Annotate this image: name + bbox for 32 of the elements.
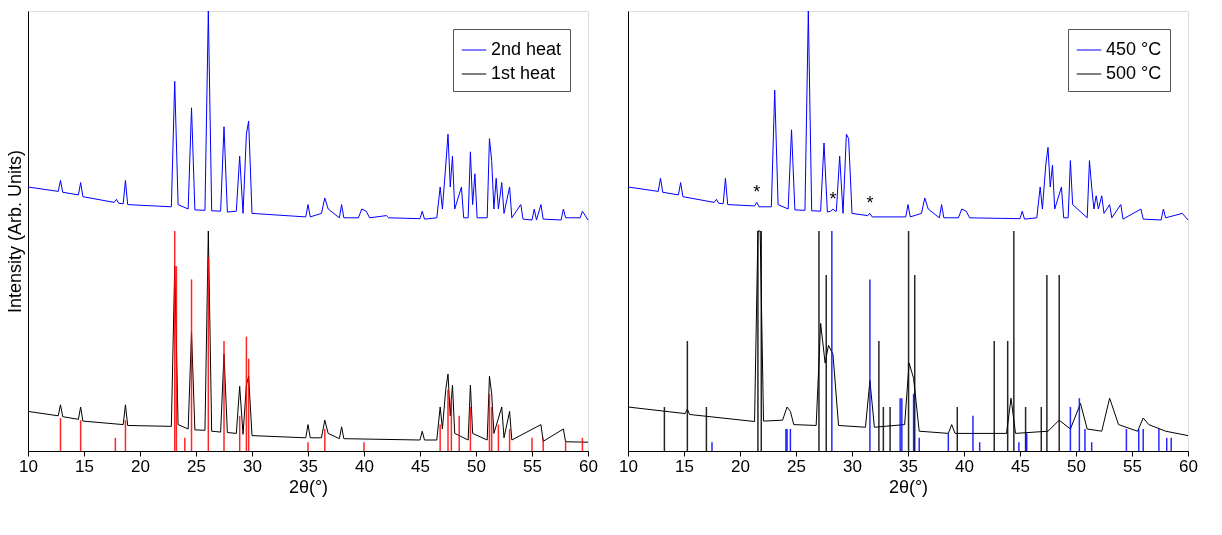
x-tick-label: 50 <box>1067 456 1086 476</box>
x-tick-label: 25 <box>187 456 206 476</box>
x-axis-title: 2θ(°) <box>288 476 329 497</box>
x-tick-label: 25 <box>787 456 806 476</box>
annotation: * <box>753 182 761 203</box>
x-tick-label: 15 <box>75 456 94 476</box>
x-tick-label: 55 <box>1123 456 1142 476</box>
x-tick-label: 60 <box>579 456 598 476</box>
annotation: * <box>866 193 874 214</box>
legend-label: 2nd heat <box>491 39 562 59</box>
x-tick-label: 15 <box>675 456 694 476</box>
x-tick-label: 35 <box>899 456 918 476</box>
legend-label: 450 °C <box>1106 39 1162 59</box>
legend-label: 500 °C <box>1106 63 1162 83</box>
x-tick-label: 35 <box>299 456 318 476</box>
legend-label: 1st heat <box>491 63 556 83</box>
x-tick-label: 40 <box>955 456 974 476</box>
x-tick-label: 40 <box>355 456 374 476</box>
x-tick-label: 20 <box>131 456 150 476</box>
x-tick-label: 45 <box>411 456 430 476</box>
x-tick-label: 55 <box>523 456 542 476</box>
x-tick-label: 60 <box>1179 456 1198 476</box>
y-axis-title: Intensity (Arb. Units) <box>4 149 25 314</box>
x-tick-label: 50 <box>467 456 486 476</box>
x-tick-label: 30 <box>243 456 262 476</box>
x-tick-label: 20 <box>731 456 750 476</box>
x-tick-label: 10 <box>619 456 638 476</box>
annotation: * <box>829 189 837 209</box>
x-tick-label: 45 <box>1011 456 1030 476</box>
x-axis-title: 2θ(°) <box>888 476 929 497</box>
x-tick-label: 30 <box>843 456 862 476</box>
x-tick-label: 10 <box>19 456 38 476</box>
